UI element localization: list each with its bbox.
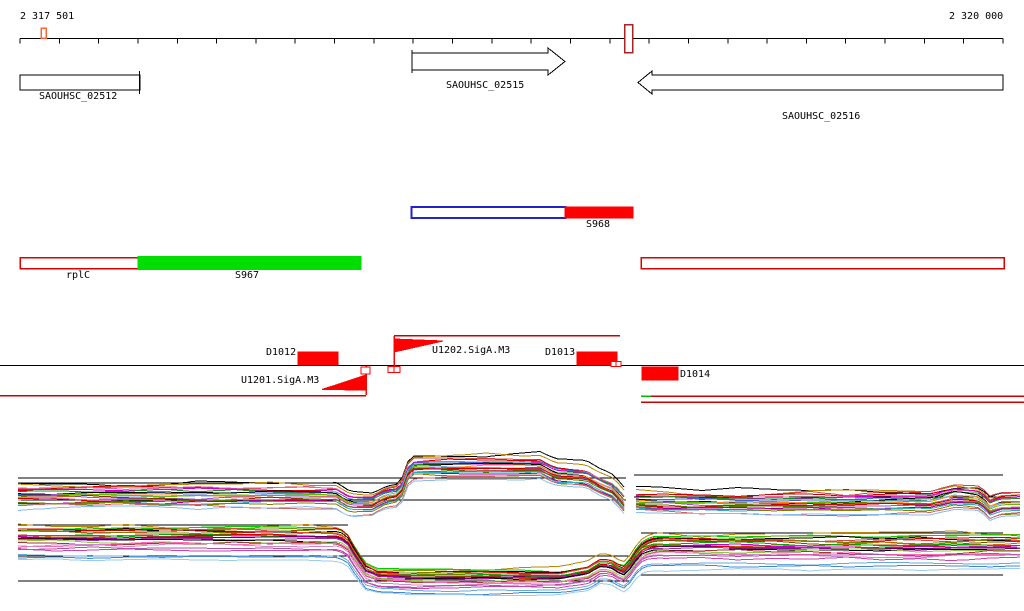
profile-trace	[18, 555, 1020, 595]
segment-label-S968: S968	[586, 219, 611, 230]
segment-S967[interactable]	[137, 256, 362, 270]
feature-label-rplC: rplC	[66, 270, 91, 281]
terminator-D1014-box[interactable]	[641, 366, 679, 381]
profile-trace	[636, 488, 1021, 503]
profile-trace	[18, 541, 1020, 584]
tss-anchor-square[interactable]	[615, 361, 622, 367]
ruler-end-label: 2 320 000	[949, 11, 1004, 22]
segment-S968-body[interactable]	[410, 206, 567, 219]
profile-trace	[17, 462, 625, 503]
profile-trace	[18, 474, 625, 517]
profile-trace	[18, 558, 1020, 596]
tss-U1202-flag-triangle[interactable]	[393, 338, 444, 353]
profile-trace	[17, 542, 1020, 587]
profile-trace	[17, 548, 1021, 589]
profile-trace	[635, 499, 1020, 512]
terminator-D1013-box[interactable]	[576, 351, 618, 366]
gene-SAOUHSC_02512[interactable]	[19, 74, 141, 91]
tss-label-U1202: U1202.SigA.M3	[432, 345, 511, 356]
profile-trace	[636, 497, 1020, 513]
gene-SAOUHSC_02515[interactable]	[411, 46, 566, 77]
profile-trace	[18, 532, 1020, 577]
feature-unlabeled-right[interactable]	[640, 256, 1005, 270]
tss-anchor-square[interactable]	[610, 361, 617, 367]
profile-trace	[635, 494, 1020, 507]
terminator-D1012-box[interactable]	[297, 351, 339, 366]
gene-label-SAOUHSC_02512: SAOUHSC_02512	[39, 91, 118, 102]
terminator-label-D1013: D1013	[545, 347, 576, 358]
profile-trace	[18, 527, 1020, 576]
profile-trace	[17, 523, 1020, 573]
gene-SAOUHSC_02516[interactable]	[637, 69, 1004, 96]
gene-label-SAOUHSC_02516: SAOUHSC_02516	[782, 111, 861, 122]
terminator-label-D1012: D1012	[266, 347, 297, 358]
tss-anchor-square[interactable]	[387, 366, 395, 373]
ruler-start-label: 2 317 501	[20, 11, 75, 22]
segment-label-S967: S967	[235, 270, 260, 281]
ruler-marker-large[interactable]	[623, 23, 634, 54]
ruler-marker-small[interactable]	[40, 27, 47, 39]
profile-trace	[18, 469, 625, 508]
tss-anchor-square[interactable]	[360, 366, 371, 375]
tss-U1201-flag-triangle[interactable]	[321, 374, 367, 391]
profile-trace	[18, 467, 625, 506]
profile-trace	[636, 509, 1021, 522]
profile-trace	[18, 554, 1020, 592]
profile-trace	[18, 458, 625, 498]
profile-trace	[17, 477, 625, 518]
gene-label-SAOUHSC_02515: SAOUHSC_02515	[446, 80, 525, 91]
profile-trace	[636, 504, 1020, 520]
terminator-label-D1014: D1014	[680, 369, 711, 380]
segment-S968-red-part[interactable]	[564, 206, 634, 219]
tss-label-U1201: U1201.SigA.M3	[241, 375, 320, 386]
tss-anchor-square[interactable]	[393, 366, 401, 373]
feature-rplC[interactable]	[19, 256, 139, 270]
